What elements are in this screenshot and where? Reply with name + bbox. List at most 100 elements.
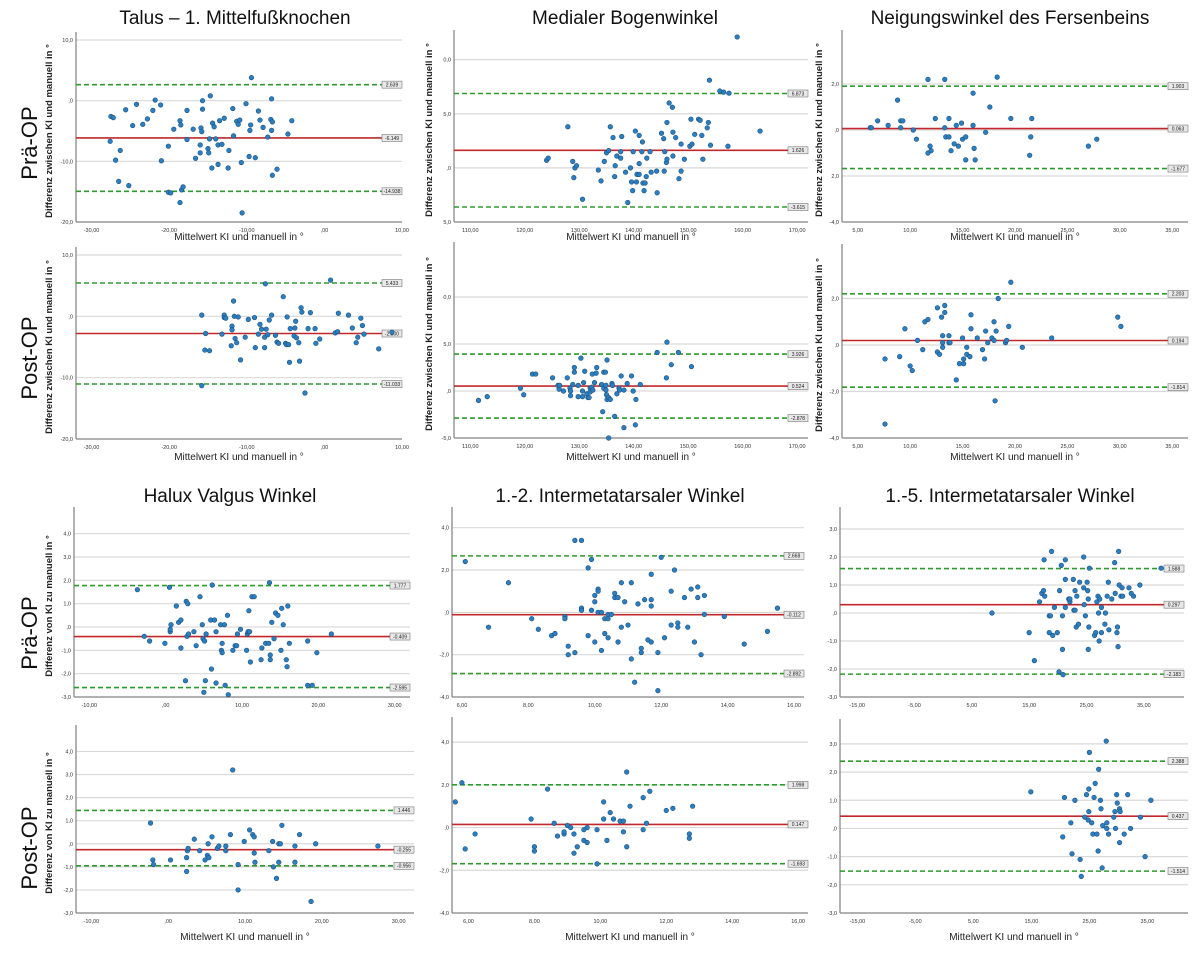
data-point [620,818,627,824]
data-point [610,134,616,141]
y-axis-label: Differenz zwischen KI und manuell in ° [814,258,825,432]
data-point [701,611,707,618]
data-point [579,394,586,400]
upper-loa-line-label: 1.998 [792,783,805,789]
data-point [222,682,228,688]
data-point [230,298,237,304]
y-tick-label: -4,0 [830,436,839,442]
data-point [688,363,695,370]
y-tick-label: -2,0 [64,888,73,894]
data-point [1120,593,1126,599]
data-point [275,612,281,618]
data-point [605,635,611,641]
data-point [1096,638,1102,644]
mean-difference-line-label-box [783,610,805,619]
y-tick-label: -1,0 [828,855,837,861]
data-point [1112,590,1118,597]
data-point [289,118,295,124]
data-point [248,75,255,81]
x-tick-label: 10,00 [903,444,917,450]
x-tick-label: -15,00 [849,703,865,709]
y-tick-label: 4,0 [63,532,71,538]
data-point [1148,797,1154,803]
y-tick-label: 3,0 [829,527,837,533]
data-point [213,680,219,686]
data-point [633,179,640,185]
x-tick-label: 14,00 [725,919,739,925]
data-point [932,115,938,122]
data-point [894,97,901,103]
data-point [211,617,218,623]
data-point [1137,814,1144,820]
data-point [591,379,598,386]
data-point [277,841,283,847]
data-point [459,780,465,786]
data-point [628,179,635,185]
data-point [166,584,173,590]
data-point [699,132,705,139]
data-point [676,176,682,182]
data-point [590,387,596,393]
mean-difference-line-label: 1.626 [792,148,805,154]
data-point [1091,794,1097,801]
data-point [560,388,567,394]
upper-loa-line-label: 5.433 [386,281,399,287]
upper-loa-line-label: 2.668 [788,554,801,560]
data-point [942,302,948,309]
y-tick-label: -1,0 [62,648,71,654]
data-point [661,635,668,641]
data-point [223,848,229,854]
data-point [177,199,183,206]
data-point [953,377,959,383]
data-point [462,558,468,565]
mean-difference-line-label: 0.297 [1168,602,1181,608]
data-point [992,398,998,404]
data-point [317,336,323,342]
data-point [575,382,581,388]
x-tick-label: ,00 [321,228,329,234]
chart-title-hallux-valgus: Halux Valgus Winkel [143,486,317,507]
data-point [208,666,215,672]
data-point [1089,820,1095,826]
data-point [1102,610,1109,616]
data-point [312,326,318,332]
x-axis-label: Mittelwert KI und manuell in ° [949,932,1079,943]
upper-loa-line-label-box [787,781,809,789]
data-point [586,394,592,401]
data-point [1078,873,1084,879]
data-point [1100,823,1106,829]
data-point [971,145,977,151]
chart-title-calcaneal-pitch: Neigungswinkel des Fersenbeins [870,8,1150,29]
data-point [618,624,624,630]
data-point [624,844,630,850]
data-point [588,556,595,563]
data-point [1104,820,1110,826]
data-point [564,375,570,381]
data-point [1092,780,1098,786]
data-point [661,136,667,142]
data-point [286,359,293,365]
data-point [668,362,674,368]
y-axis-label: Differenz zwischen KI und manuell in ° [424,257,435,431]
data-point [248,122,254,128]
data-point [246,608,252,614]
data-point [1056,587,1063,594]
data-point [284,314,290,320]
y-tick-label: 0,0 [443,295,451,301]
y-tick-label: -3,0 [828,695,837,701]
data-point [648,603,654,609]
data-point [255,108,262,114]
data-point [1054,629,1060,636]
y-axis-label: Differenz von KI zu manuell in ° [44,752,55,894]
data-point [269,96,275,102]
data-point [669,104,675,110]
data-point [213,136,219,142]
data-point [269,119,275,125]
data-point [681,156,687,162]
data-point [953,122,959,128]
data-point [521,392,527,398]
data-point [1028,789,1034,795]
data-point [271,636,277,642]
